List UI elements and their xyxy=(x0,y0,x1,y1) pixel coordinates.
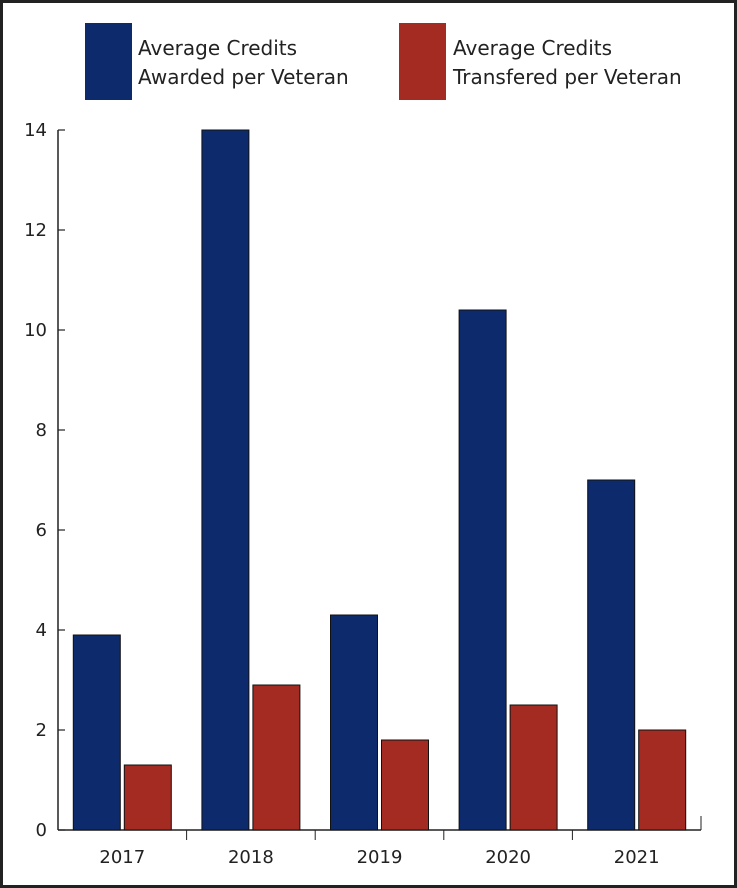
x-tick-label: 2019 xyxy=(357,847,403,868)
bar-awarded-2019 xyxy=(330,614,378,831)
y-tick-label: 6 xyxy=(36,520,47,541)
legend-label-awarded-line2: Awarded per Veteran xyxy=(138,65,349,89)
legend-label-awarded-line1: Average Credits xyxy=(138,36,297,60)
bars xyxy=(72,129,687,831)
bar-transferred-2018 xyxy=(252,684,301,831)
y-tick-label: 0 xyxy=(36,820,47,841)
y-tick-label: 2 xyxy=(36,720,47,741)
x-tick-label: 2018 xyxy=(228,847,274,868)
x-tick-label: 2017 xyxy=(99,847,145,868)
bar-transferred-2020 xyxy=(509,704,558,831)
y-tick-label: 4 xyxy=(36,620,47,641)
x-tick-label: 2021 xyxy=(614,847,660,868)
x-tick-label: 2020 xyxy=(485,847,531,868)
bar-awarded-2021 xyxy=(587,479,636,831)
legend-label-transferred-line1: Average Credits xyxy=(453,36,612,60)
bar-transferred-2017 xyxy=(123,764,172,831)
legend-swatch-transferred xyxy=(399,23,446,100)
y-tick-label: 10 xyxy=(24,320,47,341)
bar-transferred-2019 xyxy=(381,739,429,831)
y-tick-label: 8 xyxy=(36,420,47,441)
bar-awarded-2018 xyxy=(201,129,250,831)
legend-label-transferred-line2: Transfered per Veteran xyxy=(452,65,682,89)
y-tick-label: 14 xyxy=(24,120,47,141)
bar-awarded-2020 xyxy=(458,309,507,831)
bar-awarded-2017 xyxy=(72,634,121,831)
legend-swatch-awarded xyxy=(85,23,132,100)
y-tick-label: 12 xyxy=(24,220,47,241)
legend: Average Credits Awarded per Veteran Aver… xyxy=(85,23,682,100)
bar-transferred-2021 xyxy=(638,729,687,831)
